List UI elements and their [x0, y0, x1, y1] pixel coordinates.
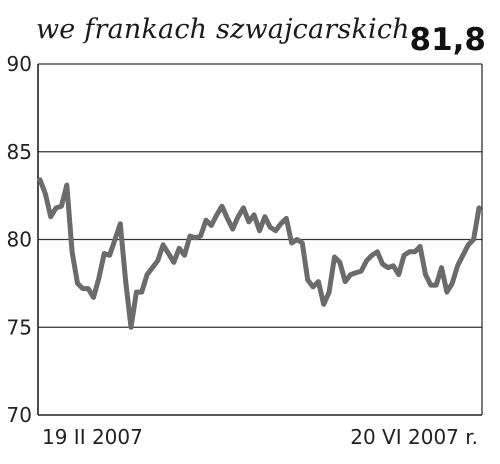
- data-point: [93, 296, 94, 298]
- data-point: [98, 277, 100, 279]
- data-point: [451, 282, 453, 284]
- data-point: [285, 217, 287, 219]
- data-point: [114, 239, 116, 240]
- data-point: [82, 288, 84, 290]
- data-point: [66, 184, 68, 186]
- data-point: [221, 205, 223, 207]
- data-point: [478, 207, 480, 209]
- data-point: [103, 253, 105, 254]
- data-point: [253, 214, 255, 216]
- data-point: [173, 261, 175, 263]
- data-point: [441, 267, 442, 269]
- y-tick-label-70: 70: [7, 403, 32, 427]
- data-point: [39, 179, 41, 181]
- data-point: [296, 239, 298, 240]
- chart-title: we frankach szwajcarskich: [36, 14, 410, 45]
- data-point: [109, 254, 111, 256]
- data-point: [473, 239, 475, 240]
- data-point: [366, 260, 368, 262]
- data-point: [430, 284, 432, 286]
- data-point: [398, 274, 400, 276]
- data-point: [317, 281, 319, 283]
- data-point: [194, 237, 196, 239]
- data-point: [339, 261, 341, 263]
- data-point: [200, 235, 202, 237]
- data-point: [446, 291, 448, 293]
- data-point: [269, 226, 271, 228]
- data-point: [50, 216, 52, 218]
- data-point: [371, 254, 373, 256]
- y-tick-label-75: 75: [7, 315, 32, 339]
- data-point: [130, 326, 132, 328]
- data-point: [280, 223, 282, 225]
- data-point: [414, 251, 416, 253]
- data-point: [350, 274, 351, 276]
- data-point: [125, 281, 127, 283]
- data-point: [312, 286, 314, 288]
- data-point: [301, 242, 303, 244]
- data-point: [264, 216, 266, 218]
- data-point: [184, 254, 185, 256]
- data-point: [457, 265, 459, 267]
- y-tick-label-85: 85: [7, 140, 32, 164]
- data-point: [226, 217, 228, 219]
- data-point: [216, 214, 218, 216]
- data-point: [141, 291, 143, 293]
- data-point: [435, 284, 437, 286]
- data-point: [232, 228, 234, 230]
- series-line-0: [37, 177, 482, 330]
- data-point: [248, 221, 250, 223]
- data-point: [344, 281, 346, 283]
- data-point: [259, 230, 260, 232]
- x-start-label: 19 II 2007: [42, 425, 143, 449]
- data-point: [334, 256, 335, 258]
- data-point: [119, 223, 121, 225]
- data-point: [403, 254, 405, 256]
- data-point: [168, 253, 169, 254]
- data-point: [237, 216, 239, 218]
- data-point: [376, 251, 378, 253]
- axes: [37, 64, 483, 416]
- series-group: [37, 177, 482, 330]
- data-point: [210, 225, 212, 226]
- data-point: [157, 260, 159, 262]
- data-point: [355, 272, 357, 274]
- data-point: [275, 230, 277, 232]
- gridlines: [38, 63, 482, 328]
- data-point: [135, 291, 137, 293]
- data-point: [87, 288, 89, 290]
- data-point: [419, 246, 421, 247]
- data-point: [462, 254, 464, 256]
- data-point: [162, 244, 164, 246]
- data-point: [242, 207, 244, 209]
- data-point: [55, 207, 57, 209]
- data-point: [323, 303, 325, 305]
- data-point: [151, 267, 153, 269]
- data-point: [205, 219, 207, 221]
- data-point: [328, 291, 330, 293]
- data-point: [408, 251, 410, 253]
- data-point: [71, 251, 73, 253]
- y-axis-ticks: 70 75 80 85 90: [7, 52, 32, 427]
- data-point: [77, 282, 78, 284]
- data-point: [291, 242, 293, 244]
- data-point: [360, 270, 362, 272]
- data-point: [467, 244, 469, 246]
- data-point: [392, 265, 394, 267]
- data-point: [382, 263, 384, 265]
- data-point: [425, 274, 426, 276]
- data-point: [189, 235, 191, 237]
- data-point: [60, 205, 62, 207]
- data-point: [307, 279, 309, 281]
- data-point: [146, 274, 148, 276]
- y-tick-label-80: 80: [7, 228, 32, 252]
- data-point: [387, 267, 389, 269]
- data-point: [44, 193, 46, 195]
- current-value: 81,8: [409, 22, 487, 58]
- x-end-label: 20 VI 2007 r.: [350, 425, 478, 449]
- y-tick-label-90: 90: [7, 52, 32, 76]
- data-point: [178, 247, 180, 249]
